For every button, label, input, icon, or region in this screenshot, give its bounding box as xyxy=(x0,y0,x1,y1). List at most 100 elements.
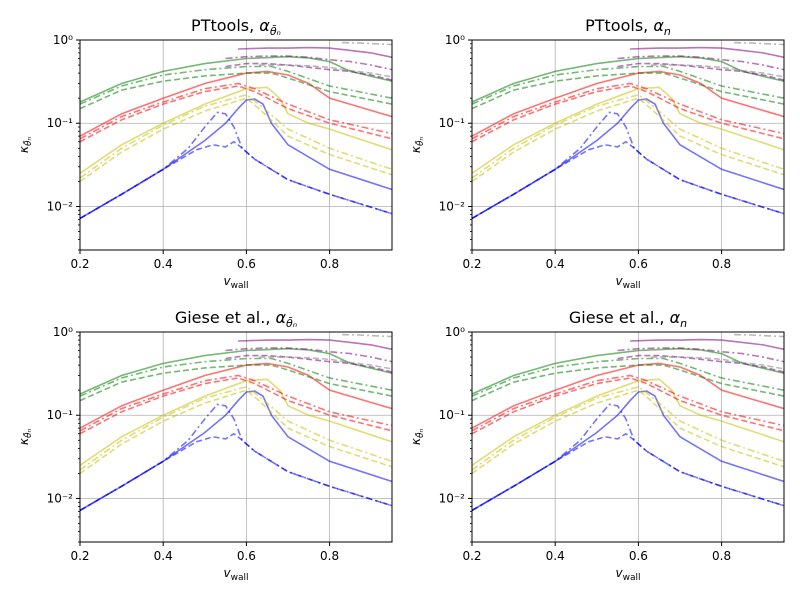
series-line-2-solid xyxy=(472,362,784,429)
series-line-1-solid xyxy=(80,86,392,175)
series-line-4-solid xyxy=(630,46,784,59)
series-line-4-dashdot xyxy=(225,55,392,71)
x-tick-label: 0.6 xyxy=(237,549,256,563)
x-tick-label: 0.8 xyxy=(320,257,339,271)
x-axis-label: vwall xyxy=(224,566,249,583)
x-tick-label: 0.8 xyxy=(712,257,731,271)
x-tick-label: 0.6 xyxy=(629,549,648,563)
series-line-5-dashdot xyxy=(342,333,392,338)
series-line-2-dashdot xyxy=(472,82,784,140)
series-line-2-dashed xyxy=(80,85,392,143)
y-tick-label: 10⁻² xyxy=(47,199,74,213)
series-line-2-dashed xyxy=(472,85,784,143)
series-line-2-dashdot xyxy=(80,374,392,432)
plot-frame xyxy=(79,39,393,251)
series-line-1-solid xyxy=(472,86,784,175)
series-line-4-dashdot xyxy=(617,347,784,363)
series-line-0-dashdot xyxy=(472,403,784,512)
plot-frame xyxy=(471,39,785,251)
y-axis-label: κθ̄ₙ xyxy=(409,429,426,446)
series-line-3-dashdot xyxy=(472,65,784,105)
x-tick-label: 0.4 xyxy=(154,549,173,563)
series-line-1-dashdot xyxy=(80,93,392,179)
series-line-1-dashed xyxy=(472,389,784,475)
series-line-3-solid xyxy=(472,55,784,103)
series-line-4-dashed xyxy=(617,62,784,81)
x-tick-label: 0.6 xyxy=(237,257,256,271)
y-axis-label: κθ̄ₙ xyxy=(409,137,426,154)
series-line-5-dashdot xyxy=(734,41,784,46)
series-line-1-dashdot xyxy=(80,385,392,471)
x-axis-label: vwall xyxy=(616,274,641,291)
chart-panel-1: 0.2 0.4 0.6 0.8 10⁻² 10⁻¹ 10⁰ PTtools, αθ̄ₙ vwal… xyxy=(17,16,393,291)
series-line-3-dashdot xyxy=(80,357,392,397)
series-line-3-dashdot xyxy=(472,357,784,397)
chart-title: Giese et al., αn xyxy=(569,308,687,330)
x-tick-label: 0.4 xyxy=(154,257,173,271)
series-line-4-solid xyxy=(238,46,392,59)
chart-title: PTtools, αn xyxy=(585,16,671,38)
series-line-1-dashdot xyxy=(472,93,784,179)
series-line-0-dashdot xyxy=(472,111,784,220)
y-tick-label: 10⁻¹ xyxy=(47,408,74,422)
series-line-1-dashed xyxy=(472,97,784,183)
x-tick-label: 0.4 xyxy=(546,549,565,563)
y-tick-label: 10⁰ xyxy=(53,33,73,47)
y-tick-label: 10⁰ xyxy=(445,33,465,47)
x-tick-label: 0.6 xyxy=(629,257,648,271)
series-line-2-dashdot xyxy=(472,374,784,432)
x-tick-label: 0.8 xyxy=(320,549,339,563)
series-line-2-solid xyxy=(80,362,392,429)
series-line-1-dashed xyxy=(80,389,392,475)
series-line-3-dashed xyxy=(80,72,392,110)
series-line-0-solid xyxy=(80,98,392,220)
y-axis-label: κθ̄ₙ xyxy=(17,429,34,446)
series-line-3-dashed xyxy=(472,364,784,402)
chart-panel-3: 0.2 0.4 0.6 0.8 10⁻² 10⁻¹ 10⁰ Giese et al., αθ̄… xyxy=(17,308,393,583)
series-line-1-dashdot xyxy=(472,385,784,471)
x-tick-label: 0.2 xyxy=(70,549,89,563)
series-line-1-solid xyxy=(472,378,784,467)
chart-panel-2: 0.2 0.4 0.6 0.8 10⁻² 10⁻¹ 10⁰ PTtools, αn vwall κ… xyxy=(409,16,785,291)
series-line-0-dashdot xyxy=(80,111,392,220)
y-axis-label: κθ̄ₙ xyxy=(17,137,34,154)
series-line-5-dashed xyxy=(258,64,392,78)
series-line-4-dashdot xyxy=(225,347,392,363)
series-line-0-solid xyxy=(80,390,392,512)
series-line-0-solid xyxy=(472,390,784,512)
x-axis-label: vwall xyxy=(616,566,641,583)
series-line-4-dashed xyxy=(225,62,392,81)
series-line-4-solid xyxy=(630,338,784,351)
y-tick-label: 10⁻² xyxy=(47,491,74,505)
y-tick-label: 10⁰ xyxy=(53,325,73,339)
y-tick-label: 10⁻¹ xyxy=(439,116,466,130)
series-line-4-dashed xyxy=(617,354,784,373)
series-line-5-dashed xyxy=(650,356,784,370)
x-tick-label: 0.4 xyxy=(546,257,565,271)
series-line-2-dashed xyxy=(80,377,392,435)
series-line-1-dashed xyxy=(80,97,392,183)
y-tick-label: 10⁻¹ xyxy=(439,408,466,422)
series-line-0-solid xyxy=(472,98,784,220)
x-tick-label: 0.2 xyxy=(70,257,89,271)
series-line-3-solid xyxy=(472,347,784,395)
series-line-3-dashed xyxy=(80,364,392,402)
series-line-5-dashed xyxy=(650,64,784,78)
series-line-2-dashdot xyxy=(80,82,392,140)
series-line-4-dashed xyxy=(225,354,392,373)
x-tick-label: 0.2 xyxy=(462,257,481,271)
series-line-2-solid xyxy=(80,70,392,137)
y-tick-label: 10⁻² xyxy=(439,491,466,505)
series-line-5-dashdot xyxy=(342,41,392,46)
series-line-4-dashdot xyxy=(617,55,784,71)
plot-frame xyxy=(79,331,393,543)
y-tick-label: 10⁰ xyxy=(445,325,465,339)
series-line-5-dashed xyxy=(258,356,392,370)
series-line-2-solid xyxy=(472,70,784,137)
series-line-5-dashdot xyxy=(734,333,784,338)
series-line-1-solid xyxy=(80,378,392,467)
series-line-3-solid xyxy=(80,55,392,103)
series-line-3-dashdot xyxy=(80,65,392,105)
chart-title: PTtools, αθ̄ₙ xyxy=(191,16,281,38)
